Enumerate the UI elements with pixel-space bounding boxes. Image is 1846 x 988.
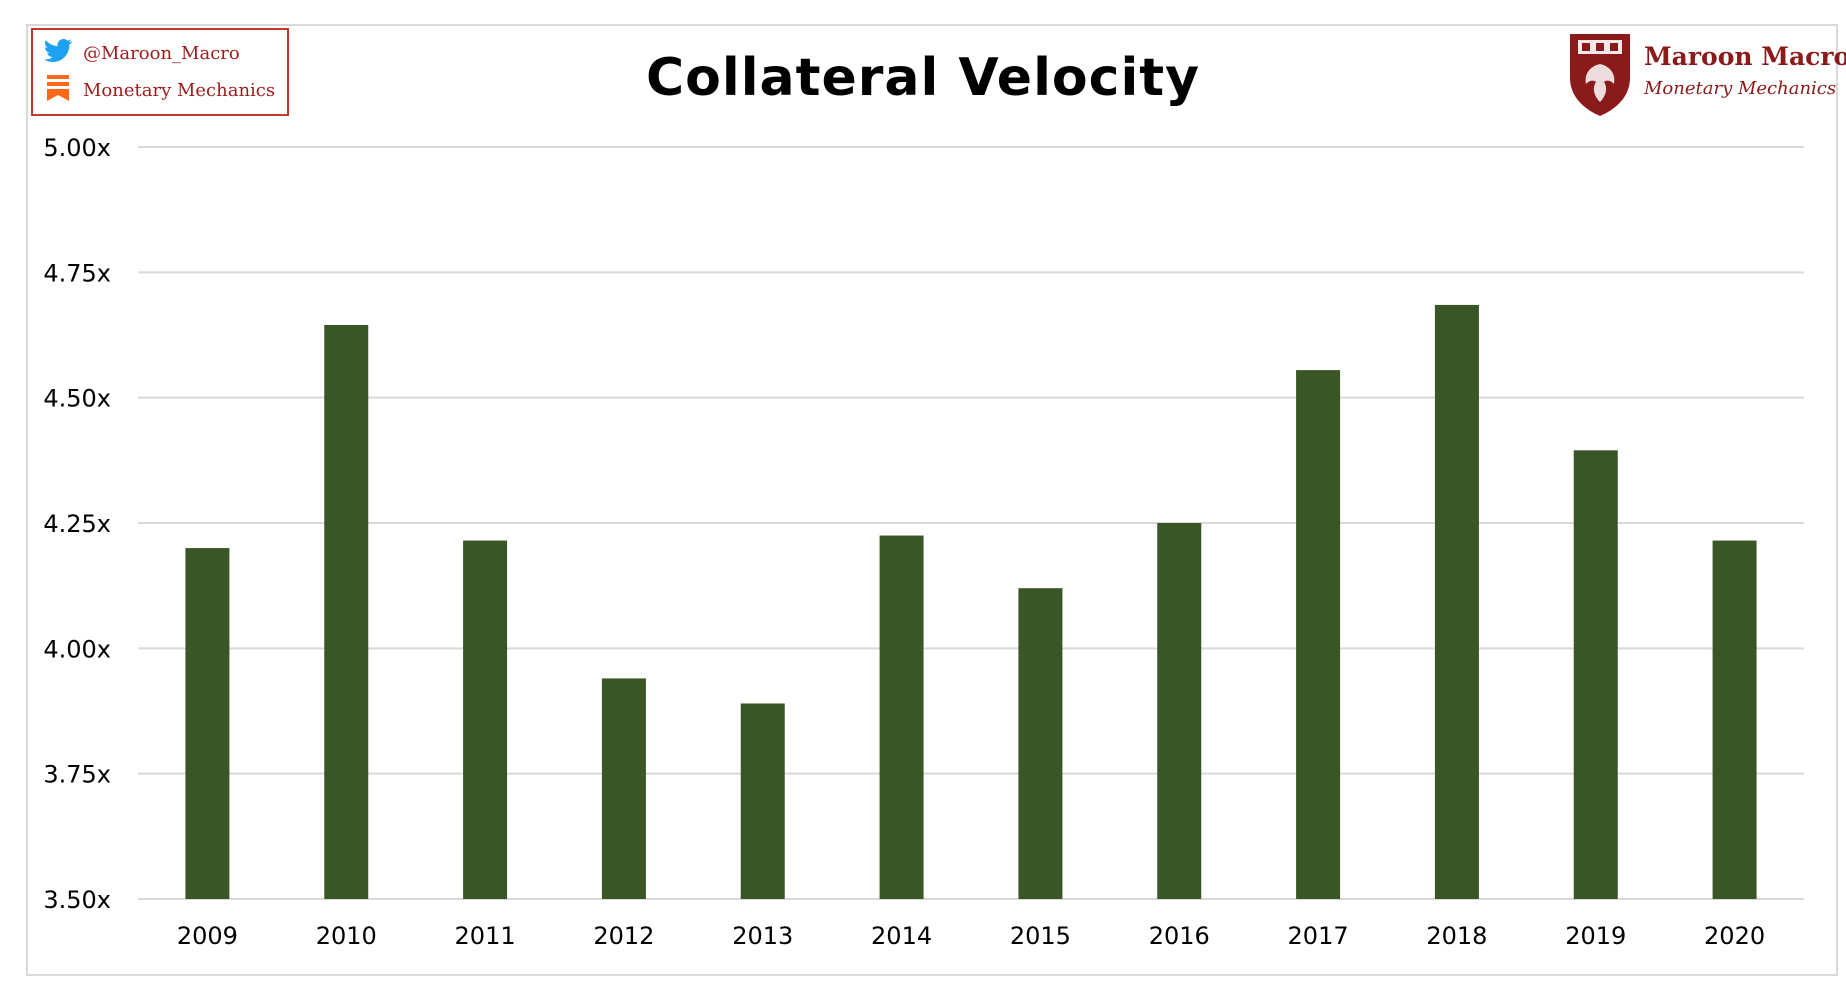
chart-title: Collateral Velocity (645, 48, 1201, 108)
chart-frame (26, 24, 1838, 976)
bar (463, 540, 508, 899)
social-links-box: @Maroon_Macro Monetary Mechanics (31, 28, 289, 116)
brand-subtitle: Monetary Mechanics (1644, 78, 1837, 99)
x-tick-label: 2019 (1565, 922, 1626, 950)
bar (324, 324, 369, 899)
y-tick-label: 4.25x (43, 510, 111, 538)
bar (1712, 540, 1757, 899)
x-tick-label: 2014 (871, 922, 932, 950)
x-tick-label: 2011 (455, 922, 516, 950)
bar (740, 703, 785, 899)
x-tick-label: 2020 (1704, 922, 1765, 950)
bar (1018, 588, 1063, 899)
x-tick-label: 2012 (593, 922, 654, 950)
bar (1296, 370, 1341, 899)
y-tick-label: 3.75x (43, 761, 111, 789)
newsletter-name: Monetary Mechanics (83, 79, 276, 101)
x-tick-label: 2010 (316, 922, 377, 950)
bar (1157, 523, 1202, 899)
twitter-bird-icon (43, 38, 73, 68)
brand-logo-block: Maroon Macro Monetary Mechanics (1566, 30, 1846, 122)
x-tick-label: 2013 (732, 922, 793, 950)
brand-name: Maroon Macro (1644, 42, 1846, 71)
bar (1434, 304, 1479, 899)
shield-crest-icon (1566, 30, 1634, 122)
x-tick-label: 2009 (177, 922, 238, 950)
bar (601, 678, 646, 899)
bar (879, 535, 924, 899)
x-tick-label: 2017 (1288, 922, 1349, 950)
y-tick-label: 5.00x (43, 134, 111, 162)
y-tick-label: 4.50x (43, 385, 111, 413)
x-tick-label: 2016 (1149, 922, 1210, 950)
twitter-link[interactable]: @Maroon_Macro (43, 38, 240, 68)
x-tick-label: 2018 (1426, 922, 1487, 950)
y-tick-label: 4.00x (43, 635, 111, 663)
y-tick-label: 4.75x (43, 259, 111, 287)
newsletter-link[interactable]: Monetary Mechanics (43, 74, 275, 106)
x-tick-label: 2015 (1010, 922, 1071, 950)
bar (185, 548, 230, 899)
y-tick-label: 3.50x (43, 886, 111, 914)
twitter-handle: @Maroon_Macro (83, 42, 240, 64)
substack-bookmark-icon (43, 74, 73, 106)
bar (1573, 450, 1618, 899)
